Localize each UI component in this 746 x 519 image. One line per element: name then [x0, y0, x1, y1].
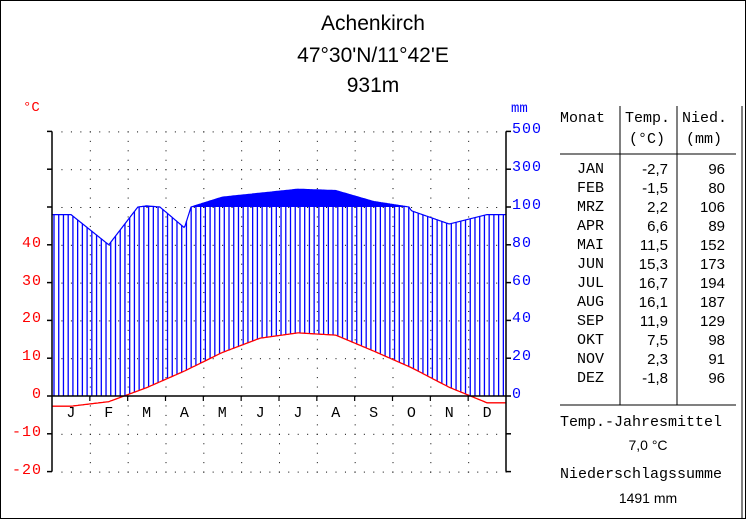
table-cell-precip: 106 — [699, 199, 725, 216]
perhumid-area — [52, 189, 506, 207]
table-cell-precip: 173 — [699, 256, 725, 273]
annual-precip-value: 1491 mm — [618, 490, 678, 506]
station-coordinates: 47°30'N/11°42'E — [297, 44, 449, 67]
table-cell-temp: 15,3 — [638, 256, 668, 273]
table-cell-temp: 2,3 — [647, 351, 668, 368]
table-cell-precip: 96 — [708, 161, 725, 178]
table-cell-month: OKT — [577, 332, 605, 349]
month-tick-label: J — [66, 405, 76, 422]
annual-temp-value: 7,0 °C — [628, 437, 668, 453]
table-cell-month: NOV — [577, 351, 605, 368]
month-tick-label: S — [369, 405, 379, 422]
table-cell-precip: 129 — [699, 313, 725, 330]
temperature-tick-label: 0 — [31, 386, 42, 403]
precipitation-unit-label: mm — [511, 101, 528, 117]
table-cell-month: AUG — [577, 294, 605, 311]
table-cell-precip: 80 — [708, 180, 725, 197]
precipitation-tick-label: 80 — [512, 234, 533, 252]
precipitation-tick-label: 20 — [512, 348, 533, 366]
table-cell-precip: 194 — [699, 275, 725, 292]
table-cell-temp: -1,8 — [642, 370, 668, 387]
table-header-precip: Nied. — [682, 110, 728, 127]
table-cell-temp: -2,7 — [642, 161, 668, 178]
table-cell-month: SEP — [577, 313, 605, 330]
table-cell-month: FEB — [577, 180, 605, 197]
table-cell-temp: 2,2 — [647, 199, 668, 216]
temperature-tick-label: 40 — [21, 234, 42, 252]
temperature-tick-label: -10 — [11, 423, 42, 441]
temperature-tick-label: 10 — [21, 348, 42, 366]
annual-precip-label: Niederschlagssumme — [560, 466, 723, 483]
table-header-temp: Temp. — [625, 110, 671, 127]
month-tick-label: M — [217, 405, 227, 422]
table-cell-temp: -1,5 — [642, 180, 668, 197]
precipitation-line — [52, 188, 506, 246]
station-name: Achenkirch — [321, 12, 425, 35]
table-cell-temp: 16,1 — [638, 294, 668, 311]
table-cell-temp: 11,5 — [639, 237, 668, 254]
table-cell-temp: 16,7 — [638, 275, 668, 292]
month-tick-label: M — [142, 405, 152, 422]
table-cell-precip: 91 — [708, 351, 725, 368]
month-tick-label: J — [255, 405, 265, 422]
month-tick-label: O — [406, 405, 416, 422]
month-tick-label: A — [179, 405, 189, 422]
table-header-temp-unit: (°C) — [629, 131, 666, 148]
table-cell-month: JUN — [577, 256, 605, 273]
table-cell-month: DEZ — [577, 370, 605, 387]
month-tick-label: F — [104, 405, 114, 422]
table-cell-month: MRZ — [577, 199, 605, 216]
precipitation-tick-label: 0 — [512, 386, 523, 403]
precipitation-tick-label: 60 — [512, 272, 533, 290]
table-cell-precip: 98 — [708, 332, 725, 349]
table-cell-month: JUL — [577, 275, 605, 292]
table-cell-temp: 11,9 — [639, 313, 668, 330]
temperature-unit-label: °C — [23, 100, 40, 116]
table-cell-month: APR — [577, 218, 605, 235]
temperature-line — [52, 332, 506, 407]
month-tick-label: J — [293, 405, 303, 422]
temperature-tick-label: -20 — [11, 461, 42, 479]
month-tick-label: N — [444, 405, 454, 422]
station-elevation: 931m — [346, 74, 400, 97]
precipitation-tick-label: 500 — [512, 121, 543, 139]
table-cell-precip: 89 — [708, 218, 725, 235]
month-tick-label: A — [331, 405, 341, 422]
precipitation-tick-label: 300 — [512, 159, 543, 177]
table-cell-temp: 7,5 — [647, 332, 668, 349]
table-header-month: Monat — [560, 110, 606, 127]
temperature-tick-label: 30 — [21, 272, 42, 290]
month-tick-label: D — [482, 405, 492, 422]
temperature-tick-label: 20 — [21, 310, 42, 328]
table-cell-month: JAN — [577, 161, 605, 178]
table-cell-precip: 152 — [699, 237, 725, 254]
table-header-precip-unit: (mm) — [686, 131, 723, 148]
table-cell-precip: 187 — [699, 294, 725, 311]
table-cell-temp: 6,6 — [647, 218, 668, 235]
precipitation-tick-label: 40 — [512, 310, 533, 328]
annual-temp-label: Temp.-Jahresmittel — [560, 414, 723, 431]
table-cell-precip: 96 — [708, 370, 725, 387]
precipitation-tick-label: 100 — [512, 197, 543, 214]
table-cell-month: MAI — [577, 237, 605, 254]
